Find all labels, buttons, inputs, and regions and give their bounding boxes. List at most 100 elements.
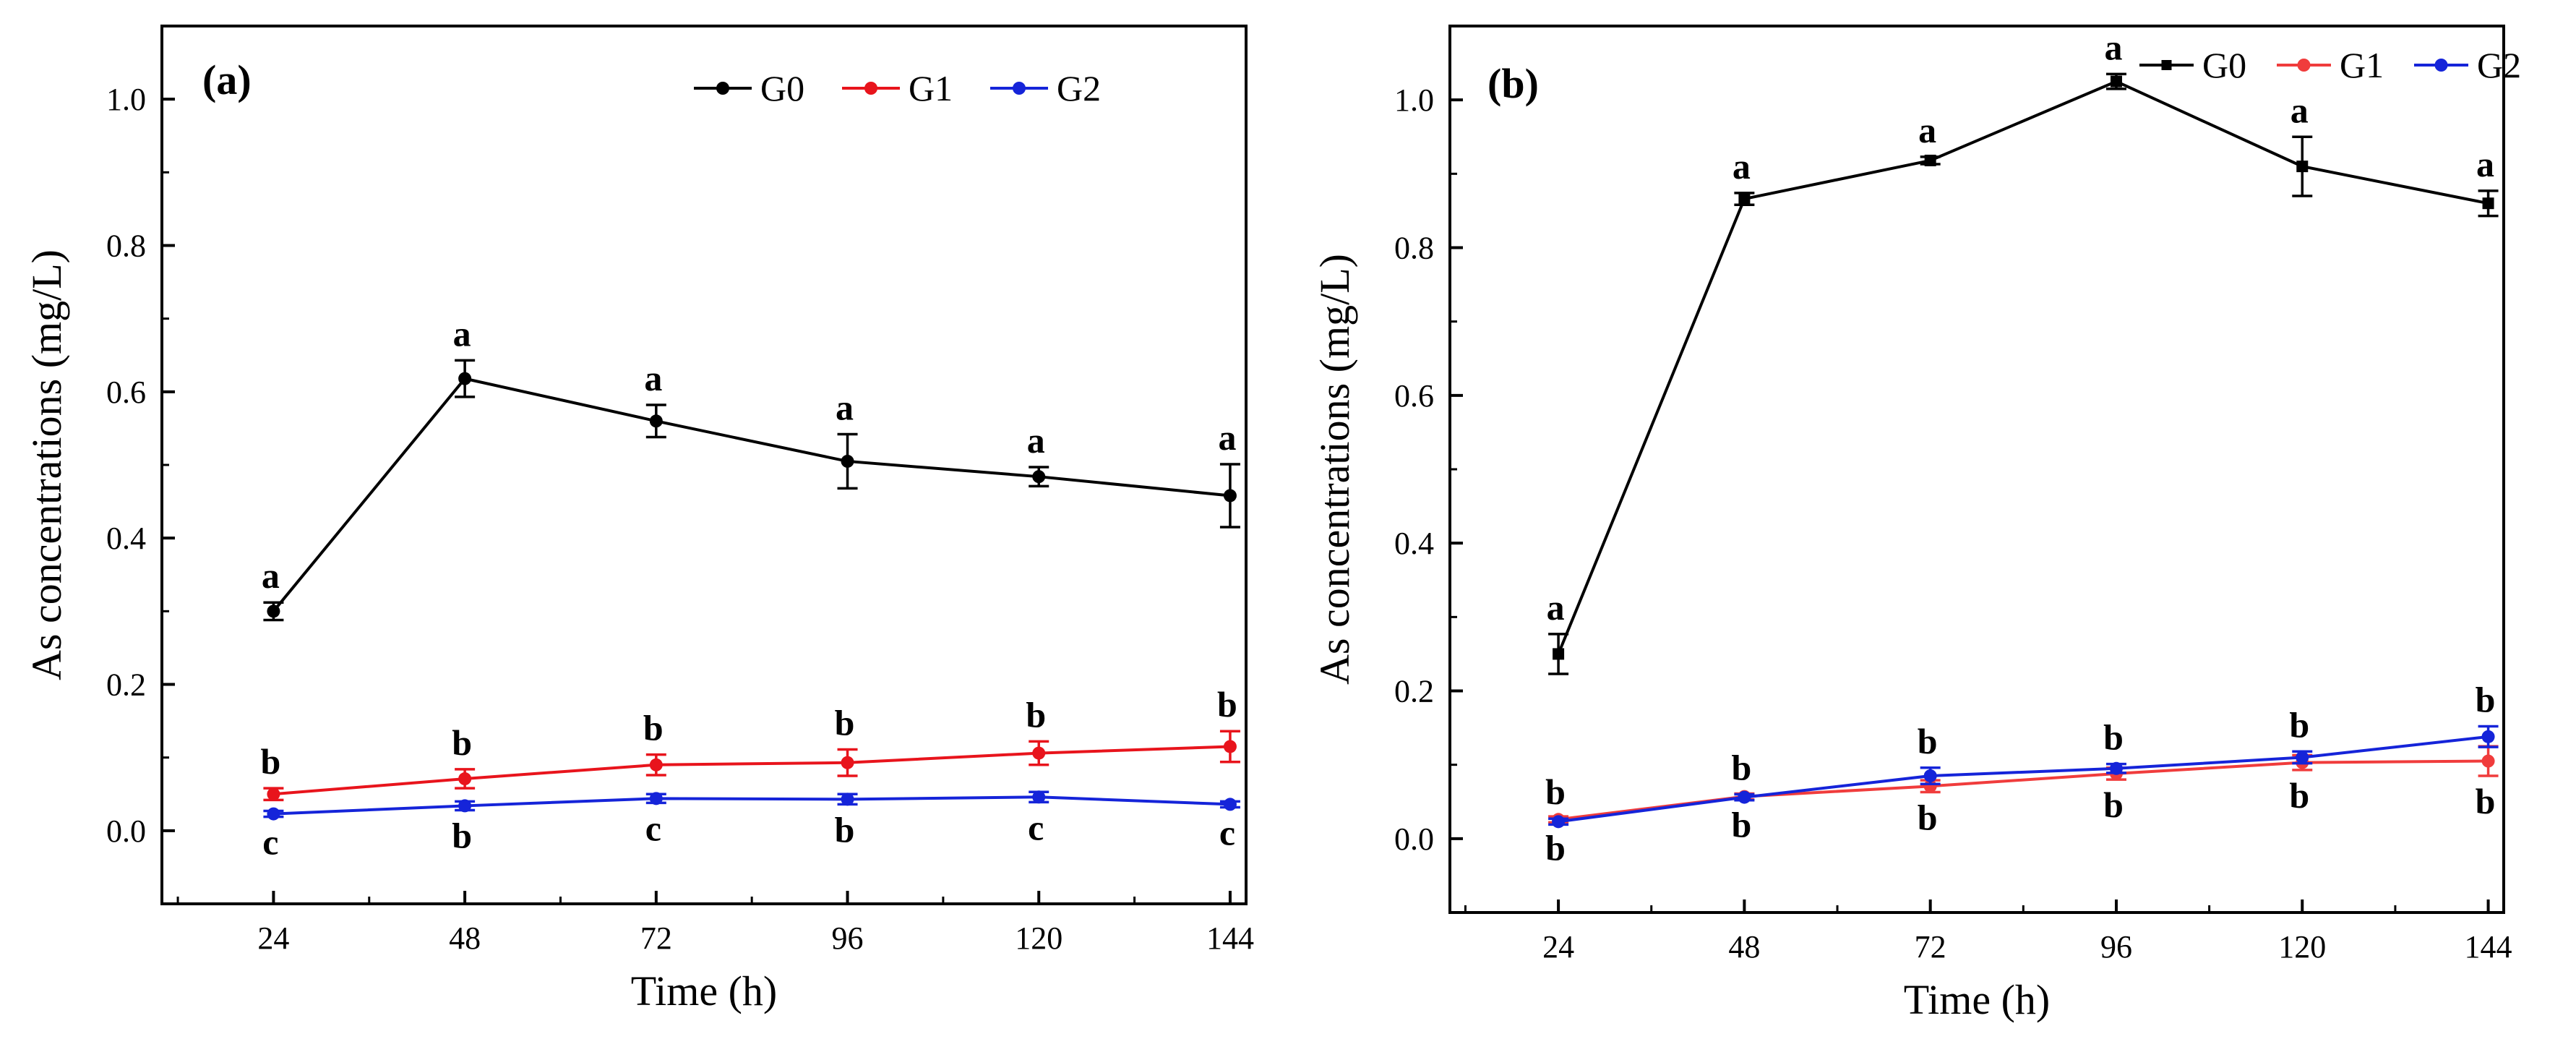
data-point bbox=[2296, 161, 2309, 173]
y-tick-label: 0.6 bbox=[1394, 378, 1434, 414]
data-point bbox=[1738, 193, 1751, 205]
data-point bbox=[649, 792, 663, 805]
significance-letter: c bbox=[1219, 812, 1235, 852]
significance-letter: b bbox=[2476, 680, 2496, 720]
y-tick-label: 0.0 bbox=[106, 813, 146, 849]
panel-label: (a) bbox=[202, 56, 252, 103]
legend-marker bbox=[2161, 60, 2172, 70]
data-point bbox=[458, 799, 472, 813]
data-point bbox=[1924, 154, 1936, 166]
significance-letter: a bbox=[1733, 146, 1751, 187]
significance-letter: b bbox=[1026, 694, 1046, 735]
data-point bbox=[2110, 75, 2122, 87]
series-line-g2 bbox=[273, 795, 1231, 816]
legend-marker bbox=[1013, 82, 1026, 95]
legend-marker bbox=[2297, 59, 2311, 72]
data-point bbox=[267, 787, 280, 801]
y-tick-label: 0.4 bbox=[1394, 526, 1434, 561]
data-point bbox=[1223, 798, 1237, 811]
data-point bbox=[841, 756, 854, 769]
x-tick-label: 48 bbox=[449, 920, 481, 956]
series-line-g2 bbox=[1558, 735, 2489, 824]
data-point bbox=[1223, 740, 1237, 753]
x-tick-label: 96 bbox=[2100, 929, 2132, 965]
x-tick-label: 72 bbox=[640, 920, 672, 956]
y-tick-label: 0.8 bbox=[1394, 231, 1434, 266]
panel-label: (b) bbox=[1487, 60, 1539, 107]
data-point bbox=[1223, 489, 1237, 503]
x-tick-label: 96 bbox=[832, 920, 864, 956]
y-axis-title: As concentrations (mg/L) bbox=[1311, 254, 1358, 685]
series-line-g1 bbox=[1558, 759, 2489, 821]
significance-letter: b bbox=[1731, 805, 1751, 845]
series-line-g0 bbox=[272, 377, 1231, 612]
significance-letter: c bbox=[645, 808, 661, 848]
legend-marker bbox=[716, 82, 729, 95]
significance-letter: b bbox=[643, 708, 664, 748]
significance-letter: a bbox=[836, 388, 854, 428]
significance-letter: a bbox=[1218, 417, 1236, 458]
data-point bbox=[1738, 790, 1751, 804]
significance-letter: b bbox=[835, 809, 855, 850]
x-tick-label: 48 bbox=[1728, 929, 1760, 965]
series-g2: bbb b bb bbox=[1545, 680, 2499, 829]
x-tick-label: 120 bbox=[1015, 920, 1062, 956]
significance-letter: b bbox=[1918, 721, 1938, 761]
y-tick-label: 0.2 bbox=[106, 667, 146, 703]
x-tick-label: 120 bbox=[2278, 929, 2326, 965]
significance-letter: b bbox=[1217, 684, 1237, 725]
legend: G0 G1 G2 bbox=[694, 68, 1101, 108]
data-point bbox=[841, 454, 854, 468]
x-tick-label: 24 bbox=[1542, 929, 1574, 965]
series-line-g0 bbox=[1557, 80, 2489, 655]
y-tick-label: 0.6 bbox=[106, 375, 146, 410]
series-line-g1 bbox=[273, 745, 1231, 796]
significance-letter: a bbox=[2291, 90, 2309, 130]
significance-letter: c bbox=[262, 822, 278, 863]
significance-letter: b bbox=[2289, 775, 2309, 816]
significance-letter: a bbox=[2476, 144, 2494, 184]
significance-letter: c bbox=[1028, 807, 1044, 847]
significance-letter: b bbox=[2476, 781, 2496, 821]
data-point bbox=[2481, 730, 2495, 743]
series-g0: a a a a a a bbox=[262, 313, 1240, 622]
x-tick-label: 144 bbox=[1206, 920, 1254, 956]
plot-frame bbox=[1448, 25, 2505, 914]
data-point bbox=[841, 792, 854, 806]
data-point bbox=[649, 758, 663, 772]
legend-label-g2: G2 bbox=[1057, 68, 1101, 108]
data-point bbox=[267, 604, 280, 618]
data-point bbox=[1032, 470, 1046, 484]
data-point bbox=[1553, 648, 1565, 660]
significance-letter: b bbox=[1545, 827, 1566, 868]
data-point bbox=[458, 372, 472, 385]
legend-label-g0: G0 bbox=[2202, 45, 2246, 85]
y-tick-label: 0.2 bbox=[1394, 674, 1434, 709]
significance-letter: a bbox=[453, 313, 471, 354]
significance-letter: b bbox=[1918, 797, 1938, 837]
data-point bbox=[2482, 197, 2494, 210]
y-tick-label: 0.8 bbox=[106, 228, 146, 264]
legend-label-g2: G2 bbox=[2477, 45, 2521, 85]
legend-label-g0: G0 bbox=[760, 68, 804, 108]
data-point bbox=[1552, 815, 1566, 829]
series-g0: a a a a a a bbox=[1547, 27, 2499, 675]
legend-label-g1: G1 bbox=[909, 68, 953, 108]
data-point bbox=[458, 772, 472, 786]
significance-letter: b bbox=[2103, 785, 2124, 825]
x-axis-title: Time (h) bbox=[631, 967, 778, 1014]
significance-letter: b bbox=[1731, 748, 1751, 788]
significance-letter: a bbox=[262, 555, 280, 596]
significance-letter: b bbox=[2289, 704, 2309, 745]
significance-letter: b bbox=[835, 703, 855, 743]
data-point bbox=[1032, 790, 1046, 804]
significance-letter: a bbox=[1918, 110, 1936, 150]
significance-letter: a bbox=[1547, 587, 1565, 628]
significance-letter: b bbox=[2103, 717, 2124, 758]
legend-marker bbox=[864, 82, 877, 95]
significance-letter: b bbox=[452, 816, 472, 856]
chart-panel-a: 0.0 0.2 0.4 0.6 0.8 1.0 24 48 72 96 120 144 Time (h)… bbox=[23, 25, 1254, 1014]
